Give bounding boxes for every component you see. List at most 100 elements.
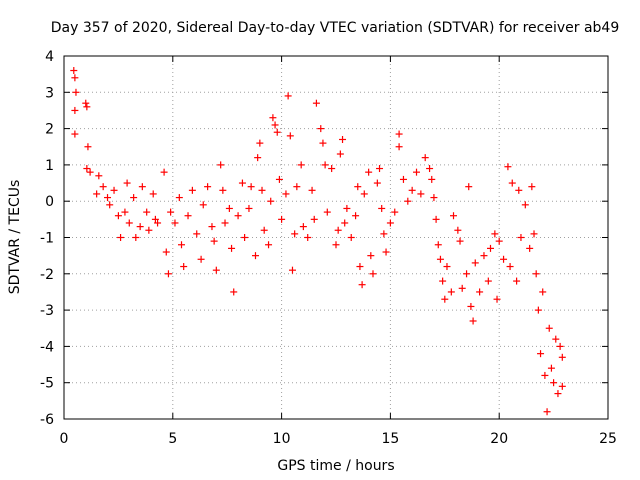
- data-point: [114, 212, 122, 220]
- y-tick-label: 3: [45, 85, 54, 101]
- data-point: [284, 92, 292, 100]
- data-point: [336, 150, 344, 158]
- data-point: [504, 163, 512, 171]
- data-point: [71, 74, 79, 82]
- data-point: [291, 230, 299, 238]
- data-point: [106, 201, 114, 209]
- data-point: [332, 241, 340, 249]
- data-point: [269, 114, 277, 122]
- data-point: [530, 230, 538, 238]
- data-point: [247, 183, 255, 191]
- data-point: [382, 248, 390, 256]
- data-point: [450, 212, 458, 220]
- grid: [64, 56, 608, 419]
- data-point: [204, 183, 212, 191]
- data-point: [395, 130, 403, 138]
- data-point: [299, 223, 307, 231]
- data-point: [178, 241, 186, 249]
- data-point: [83, 165, 91, 173]
- data-point: [426, 165, 434, 173]
- data-point: [151, 215, 159, 223]
- data-point: [436, 255, 444, 263]
- data-point: [234, 212, 242, 220]
- data-point: [495, 237, 503, 245]
- data-point: [417, 190, 425, 198]
- data-point: [293, 183, 301, 191]
- data-point: [534, 306, 542, 314]
- y-tick-label: 2: [45, 122, 54, 138]
- data-point: [167, 208, 175, 216]
- data-point: [391, 208, 399, 216]
- chart-title: Day 357 of 2020, Sidereal Day-to-day VTE…: [51, 20, 620, 36]
- data-point: [70, 67, 78, 75]
- data-point: [308, 186, 316, 194]
- data-point: [208, 223, 216, 231]
- data-point: [341, 219, 349, 227]
- data-point: [367, 252, 375, 260]
- data-point: [319, 139, 327, 147]
- data-point: [476, 288, 484, 296]
- data-point: [554, 390, 562, 398]
- data-point: [469, 317, 477, 325]
- data-point: [515, 186, 523, 194]
- data-point: [471, 259, 479, 267]
- data-point: [439, 277, 447, 285]
- data-point: [556, 342, 564, 350]
- data-point: [339, 135, 347, 143]
- x-axis-label: GPS time / hours: [277, 458, 394, 474]
- data-point: [145, 226, 153, 234]
- data-point: [428, 175, 436, 183]
- data-point: [376, 165, 384, 173]
- data-point: [160, 168, 168, 176]
- data-point: [99, 183, 107, 191]
- data-point: [310, 215, 318, 223]
- data-point: [286, 132, 294, 140]
- data-point: [454, 226, 462, 234]
- data-point: [273, 128, 281, 136]
- data-point: [404, 197, 412, 205]
- data-point: [121, 208, 129, 216]
- data-point: [456, 237, 464, 245]
- data-point: [521, 201, 529, 209]
- data-point: [312, 99, 320, 107]
- data-point: [328, 165, 336, 173]
- data-point: [539, 288, 547, 296]
- data-point: [83, 103, 91, 111]
- data-point: [184, 212, 192, 220]
- data-point: [210, 237, 218, 245]
- data-point: [458, 284, 466, 292]
- data-point: [513, 277, 521, 285]
- data-point: [95, 172, 103, 180]
- data-point: [86, 168, 94, 176]
- data-point: [413, 168, 421, 176]
- data-series-sdtvar: [70, 67, 566, 416]
- data-point: [132, 234, 140, 241]
- data-point: [123, 179, 131, 187]
- data-point: [465, 183, 473, 191]
- data-point: [526, 244, 534, 252]
- data-point: [82, 99, 90, 107]
- x-tick-label: 5: [168, 431, 177, 447]
- data-point: [256, 139, 264, 147]
- data-point: [199, 201, 207, 209]
- data-point: [484, 277, 492, 285]
- data-point: [84, 143, 92, 151]
- data-point: [117, 234, 125, 241]
- data-point: [323, 208, 331, 216]
- x-tick-label: 10: [273, 431, 291, 447]
- data-point: [267, 197, 275, 205]
- data-point: [188, 186, 196, 194]
- plot-frame: [63, 55, 609, 420]
- data-point: [547, 364, 555, 372]
- data-point: [506, 263, 514, 271]
- data-point: [443, 263, 451, 271]
- data-point: [149, 190, 157, 198]
- data-point: [241, 234, 249, 241]
- data-point: [254, 154, 262, 162]
- data-point: [154, 219, 162, 227]
- data-point: [463, 270, 471, 278]
- data-point: [545, 324, 553, 332]
- data-point: [537, 350, 545, 358]
- data-point: [395, 143, 403, 151]
- data-point: [500, 255, 508, 263]
